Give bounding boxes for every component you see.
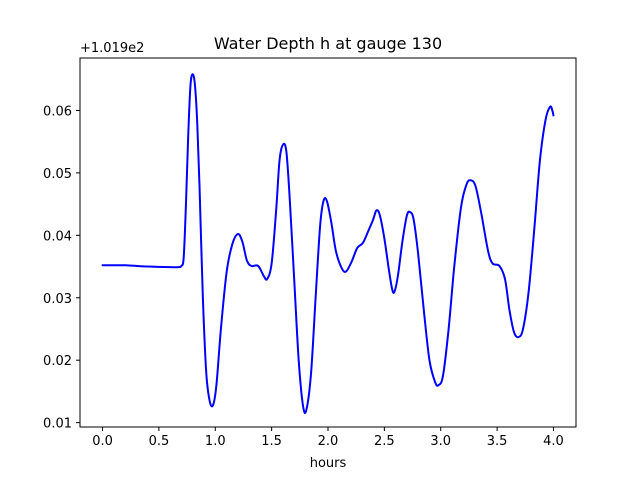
y-tick-label: 0.01: [43, 417, 72, 432]
tick-layer: 0.0 0.5 1.0 1.5 2.0 2.5 3.0 3.5 4.0 0.01 0.02 0.03 0…: [43, 104, 564, 449]
chart-title: Water Depth h at gauge 130: [214, 34, 442, 53]
x-tick-label: 1.5: [261, 434, 282, 449]
x-tick-label: 2.0: [318, 434, 339, 449]
x-tick-label: 2.5: [374, 434, 395, 449]
plot-area-frame: [79, 57, 577, 428]
y-tick-label: 0.04: [43, 229, 72, 244]
x-tick-label: 3.5: [487, 434, 508, 449]
x-tick-label: 1.0: [205, 434, 226, 449]
x-tick-label: 3.0: [430, 434, 451, 449]
y-axis-offset-label: +1.019e2: [80, 41, 144, 56]
x-tick-label: 0.0: [92, 434, 113, 449]
y-tick-label: 0.05: [43, 167, 72, 182]
y-tick-label: 0.02: [43, 354, 72, 369]
x-tick-label: 4.0: [543, 434, 564, 449]
x-axis-label: hours: [310, 456, 347, 471]
x-tick-label: 0.5: [149, 434, 170, 449]
series-line: [101, 73, 555, 415]
y-tick-label: 0.03: [43, 292, 72, 307]
y-tick-label: 0.06: [43, 104, 72, 119]
